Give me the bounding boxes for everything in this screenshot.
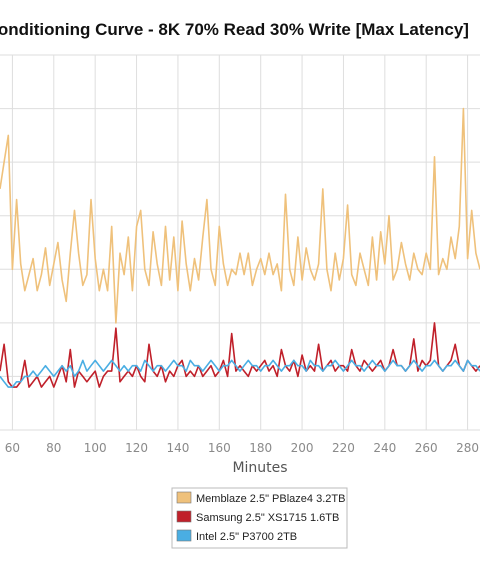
legend-box — [171, 487, 348, 549]
legend: Memblaze 2.5" PBlaze4 3.2TB Samsung 2.5" … — [171, 487, 348, 549]
x-tick-label: 280 — [456, 441, 479, 455]
x-tick-label: 260 — [415, 441, 438, 455]
legend-label: Intel 2.5" P3700 2TB — [196, 531, 297, 543]
legend-swatch — [176, 491, 192, 504]
legend-swatch — [176, 529, 192, 542]
legend-label: Samsung 2.5" XS1715 1.6TB — [196, 512, 339, 524]
series-lines-layer — [0, 107, 480, 388]
legend-swatch — [176, 510, 192, 523]
x-tick-label: 240 — [373, 441, 396, 455]
series-line-2 — [0, 359, 480, 388]
x-tick-label: 220 — [332, 441, 355, 455]
x-tick-label: 60 — [5, 441, 20, 455]
x-tick-label: 200 — [291, 441, 314, 455]
x-tick-label: 180 — [249, 441, 272, 455]
x-tick-labels: 60 80 100 120 140 160 180 200 220 240 260 280 — [5, 441, 479, 455]
x-tick-label: 80 — [46, 441, 61, 455]
x-tick-label: 120 — [125, 441, 148, 455]
legend-label: Memblaze 2.5" PBlaze4 3.2TB — [196, 493, 345, 505]
x-tick-label: 160 — [208, 441, 231, 455]
x-tick-label: 100 — [84, 441, 107, 455]
chart-title: Preconditioning Curve - 8K 70% Read 30% … — [0, 20, 469, 39]
x-axis-label: Minutes — [232, 460, 287, 476]
x-tick-label: 140 — [166, 441, 189, 455]
series-line-0 — [0, 107, 480, 324]
series-line-1 — [0, 322, 480, 388]
